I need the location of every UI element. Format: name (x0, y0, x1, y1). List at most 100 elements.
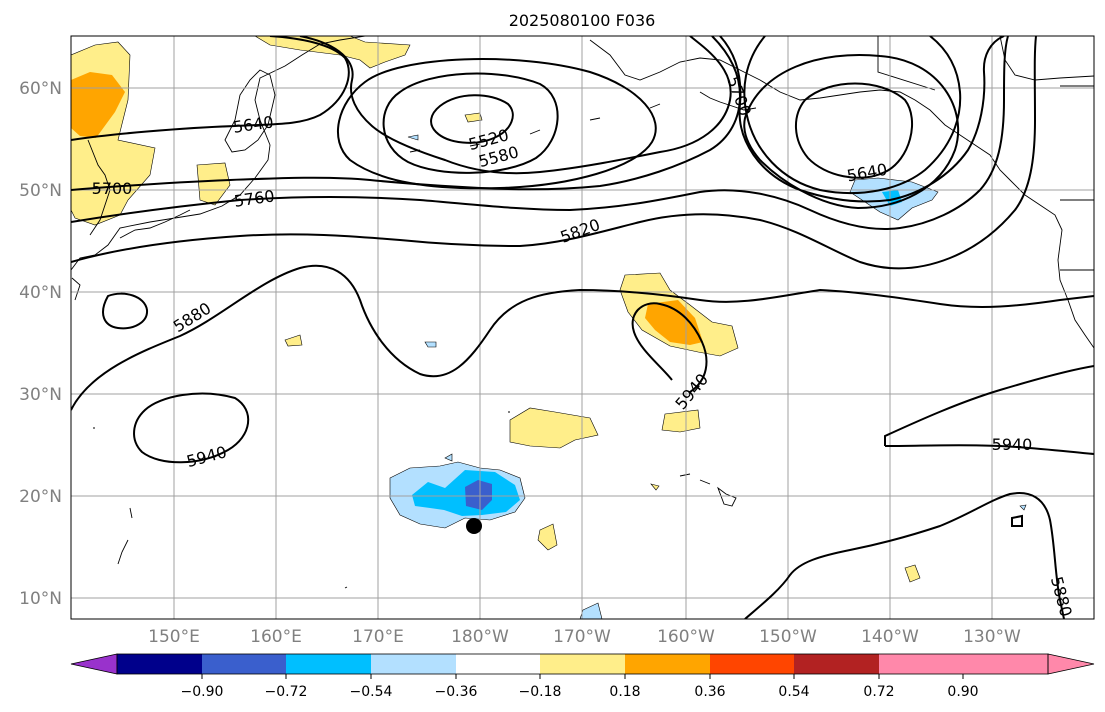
shade-pos-region (284, 334, 303, 347)
contour-label: 5880 (1047, 574, 1076, 618)
colorbar-segment (202, 654, 286, 674)
lat-tick-label: 40°N (19, 283, 62, 303)
shade-pos-region (509, 407, 599, 449)
contour-labels: 5520 5580 5640 5640 5700 5700 5760 5820 … (92, 74, 1076, 619)
lon-tick-label: 130°W (963, 627, 1021, 647)
colorbar-segment (794, 654, 879, 674)
coastline-hawaii (679, 473, 737, 507)
contour-label: 5700 (92, 179, 133, 198)
shaded-regions (71, 36, 1027, 619)
shade-neg-region (444, 453, 453, 462)
coastline-alaska (589, 39, 1094, 349)
contour-line (71, 36, 742, 191)
colorbar-tick-label: −0.72 (265, 684, 308, 700)
contour-line (631, 302, 708, 393)
lon-tick-label: 150°W (759, 627, 817, 647)
contour-line (743, 36, 962, 195)
shade-pos-region (537, 523, 558, 551)
colorbar-segment (117, 654, 202, 674)
longitude-labels: 150°E 160°E 170°E 180°W 170°W 160°W 150°… (148, 627, 1021, 647)
contour-line (794, 82, 914, 179)
borders (877, 36, 1094, 271)
contour-label: 5940 (992, 435, 1033, 454)
contour-label: 5940 (671, 370, 712, 413)
contour-label: 5700 (723, 74, 755, 119)
lat-tick-label: 30°N (19, 385, 62, 405)
contour-line (102, 292, 149, 330)
contour-line (430, 94, 514, 144)
lon-tick-label: 150°E (148, 627, 200, 647)
colorbar-segment (625, 654, 710, 674)
contour-line (336, 58, 657, 190)
lat-tick-label: 60°N (19, 79, 62, 99)
shade-pos-region (254, 36, 411, 69)
contour-label: 5820 (558, 215, 603, 247)
contour-line (719, 36, 1005, 203)
lon-tick-label: 140°W (861, 627, 919, 647)
colorbar-tick-label: −0.54 (350, 684, 393, 700)
coastline-aleutians (409, 91, 757, 153)
contour-line (71, 36, 1009, 231)
lon-tick-label: 170°E (352, 627, 404, 647)
contour-line (1011, 514, 1023, 527)
coastline-japan (71, 139, 111, 301)
contour-line (382, 72, 559, 174)
border-line (877, 36, 936, 91)
coastline-kamchatka (224, 69, 276, 153)
contours (71, 36, 1094, 619)
shade-pos-region (645, 300, 703, 345)
storm-position-marker (466, 518, 482, 534)
colorbar-ticks: −0.90 −0.72 −0.54 −0.36 −0.18 0.18 0.36 0.54 0.7… (181, 674, 979, 700)
shade-neg-region (579, 602, 603, 619)
contour-line (71, 36, 1037, 270)
contour-line (743, 54, 960, 210)
colorbar-tick-label: −0.90 (181, 684, 224, 700)
colorbar: −0.90 −0.72 −0.54 −0.36 −0.18 0.18 0.36 0.54 0.7… (70, 653, 1095, 700)
lon-tick-label: 170°W (553, 627, 611, 647)
colorbar-tick-label: 0.72 (863, 684, 894, 700)
colorbar-segment (286, 654, 371, 674)
colorbar-extend-left (70, 653, 118, 675)
colorbar-extend-right (1047, 653, 1095, 675)
shade-neg-region (1019, 504, 1027, 511)
coastline-canada (999, 36, 1094, 81)
colorbar-tick-label: 0.18 (609, 684, 640, 700)
colorbar-segment (456, 654, 540, 674)
shade-neg-region (407, 134, 419, 141)
colorbar-tick-label: 0.90 (947, 684, 978, 700)
contour-line (744, 492, 1065, 619)
shade-neg-region (465, 480, 492, 510)
lat-tick-label: 50°N (19, 181, 62, 201)
contour-line (133, 392, 250, 464)
shade-neg-region (424, 341, 437, 348)
contour-line (71, 36, 350, 141)
colorbar-segment (540, 654, 625, 674)
gridlines (71, 36, 1094, 619)
colorbar-tick-label: −0.36 (435, 684, 478, 700)
colorbar-segment (879, 654, 963, 674)
colorbar-segment (963, 654, 1048, 674)
coastline-islands (93, 411, 510, 589)
coastline-asia (71, 36, 366, 271)
colorbar-frame (116, 653, 1049, 675)
lat-tick-label: 10°N (19, 589, 62, 609)
map-frame (70, 35, 1095, 620)
latitude-labels: 60°N 50°N 40°N 30°N 20°N 10°N (19, 79, 62, 609)
contour-line (71, 264, 1094, 411)
chart-title: 2025080100 F036 (509, 11, 656, 30)
shade-pos-region (904, 564, 921, 583)
colorbar-tick-label: 0.54 (778, 684, 809, 700)
contour-label: 5940 (184, 442, 228, 471)
coastlines (71, 36, 1094, 589)
lon-tick-label: 160°E (250, 627, 302, 647)
shade-pos-region (650, 483, 660, 491)
colorbar-tick-label: −0.18 (519, 684, 562, 700)
colorbar-tick-label: 0.36 (694, 684, 725, 700)
contour-line (884, 365, 1094, 446)
contour-line (884, 444, 1094, 455)
map-area: 5520 5580 5640 5640 5700 5700 5760 5820 … (71, 36, 1094, 619)
lon-tick-label: 180°W (451, 627, 509, 647)
shade-pos-region (464, 112, 483, 123)
coastline-kuril (119, 209, 191, 239)
